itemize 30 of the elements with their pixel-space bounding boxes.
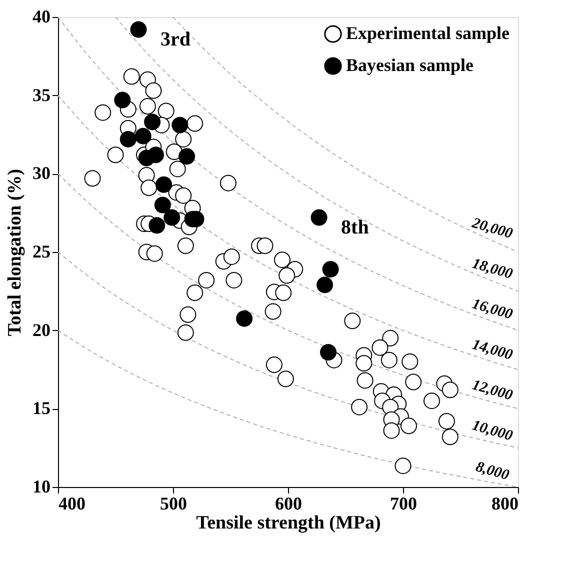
line-series [58, 17, 518, 331]
x-tick-label: 400 [58, 494, 86, 514]
annotation: 14,000 [470, 336, 515, 364]
y-tick-label: 20 [32, 320, 50, 340]
line-series [58, 252, 518, 448]
x-axis-title: Tensile strength (MPa) [196, 512, 381, 534]
y-axis-title: Total elongation (%) [4, 168, 26, 336]
annotation: 12,000 [470, 377, 515, 404]
annotation: 18,000 [470, 256, 515, 283]
annotation: 10,000 [470, 418, 515, 445]
x-tick-label: 600 [275, 494, 302, 514]
annotation: 20,000 [469, 215, 515, 242]
annotation: 16,000 [470, 296, 515, 324]
y-tick-label: 15 [32, 398, 50, 418]
y-tick-label: 10 [32, 476, 50, 496]
line-series [115, 17, 518, 292]
y-tick-label: 30 [32, 163, 50, 184]
line-series [58, 173, 518, 410]
y-tick-label: 40 [32, 6, 50, 26]
y-tick-label: 25 [32, 242, 50, 262]
annotation: 8,000 [474, 459, 512, 484]
legend-label: Bayesian sample [346, 55, 474, 75]
y-tick-label: 35 [32, 84, 50, 105]
annotation: 3rd [160, 28, 190, 51]
legend-label: Experimental sample [346, 23, 510, 43]
x-tick-label: 500 [160, 494, 187, 514]
annotation: 8th [341, 216, 369, 239]
line-series [58, 94, 518, 370]
x-tick-label: 800 [492, 494, 518, 514]
x-tick-label: 700 [390, 494, 417, 514]
